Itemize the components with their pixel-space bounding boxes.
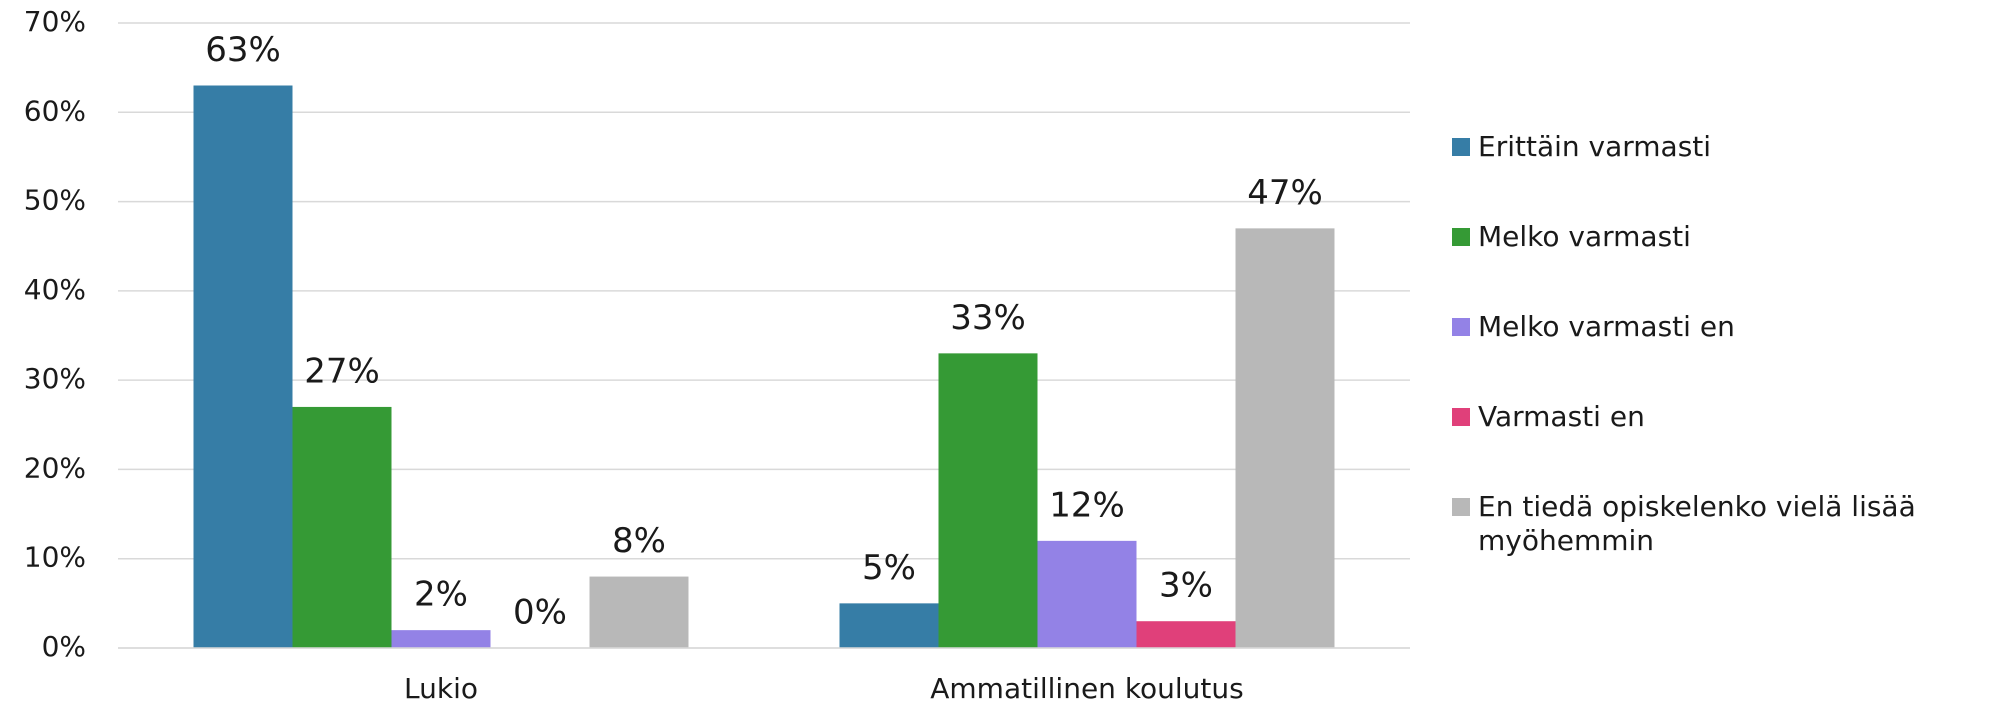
- bar: [1136, 621, 1236, 648]
- value-label: 2%: [414, 575, 468, 615]
- y-tick-label: 0%: [42, 630, 86, 663]
- y-tick-label: 50%: [24, 184, 86, 217]
- value-label: 47%: [1247, 173, 1323, 213]
- legend-item: Varmasti en: [1452, 400, 1982, 434]
- legend-item: En tiedä opiskelenko vielä lisää myöhemm…: [1452, 490, 1982, 558]
- value-label: 8%: [612, 521, 666, 561]
- legend-label: Erittäin varmasti: [1478, 130, 1712, 163]
- legend-swatch: [1452, 318, 1470, 336]
- bar: [1037, 540, 1137, 648]
- bar: [391, 630, 491, 648]
- y-tick-label: 20%: [24, 451, 86, 484]
- legend-item: Erittäin varmasti: [1452, 130, 1982, 164]
- bar: [292, 406, 392, 648]
- value-label: 5%: [862, 548, 916, 588]
- value-label: 12%: [1049, 485, 1125, 525]
- bar: [1235, 228, 1335, 648]
- bar: [839, 603, 939, 648]
- y-tick-label: 30%: [24, 362, 86, 395]
- bar: [938, 353, 1038, 648]
- legend-swatch: [1452, 228, 1470, 246]
- legend-swatch: [1452, 408, 1470, 426]
- value-label: 3%: [1159, 566, 1213, 606]
- value-label: 63%: [205, 30, 281, 70]
- legend-label: En tiedä opiskelenko vielä lisää myöhemm…: [1478, 490, 1916, 557]
- x-tick-label: Lukio: [404, 672, 478, 705]
- y-tick-label: 70%: [24, 5, 86, 38]
- legend-item: Melko varmasti en: [1452, 310, 1982, 344]
- y-tick-label: 10%: [24, 541, 86, 574]
- value-label: 0%: [513, 593, 567, 633]
- legend-swatch: [1452, 138, 1470, 156]
- legend-label: Melko varmasti en: [1478, 310, 1735, 343]
- legend-swatch: [1452, 498, 1470, 516]
- x-tick-label: Ammatillinen koulutus: [930, 672, 1244, 705]
- legend-label: Varmasti en: [1478, 400, 1645, 433]
- value-label: 33%: [950, 298, 1026, 338]
- bar: [193, 85, 293, 648]
- y-tick-label: 60%: [24, 94, 86, 127]
- bar: [589, 576, 689, 648]
- legend: Erittäin varmasti Melko varmasti Melko var…: [1452, 130, 1982, 614]
- legend-label: Melko varmasti: [1478, 220, 1691, 253]
- y-tick-label: 40%: [24, 273, 86, 306]
- value-label: 27%: [304, 351, 380, 391]
- legend-item: Melko varmasti: [1452, 220, 1982, 254]
